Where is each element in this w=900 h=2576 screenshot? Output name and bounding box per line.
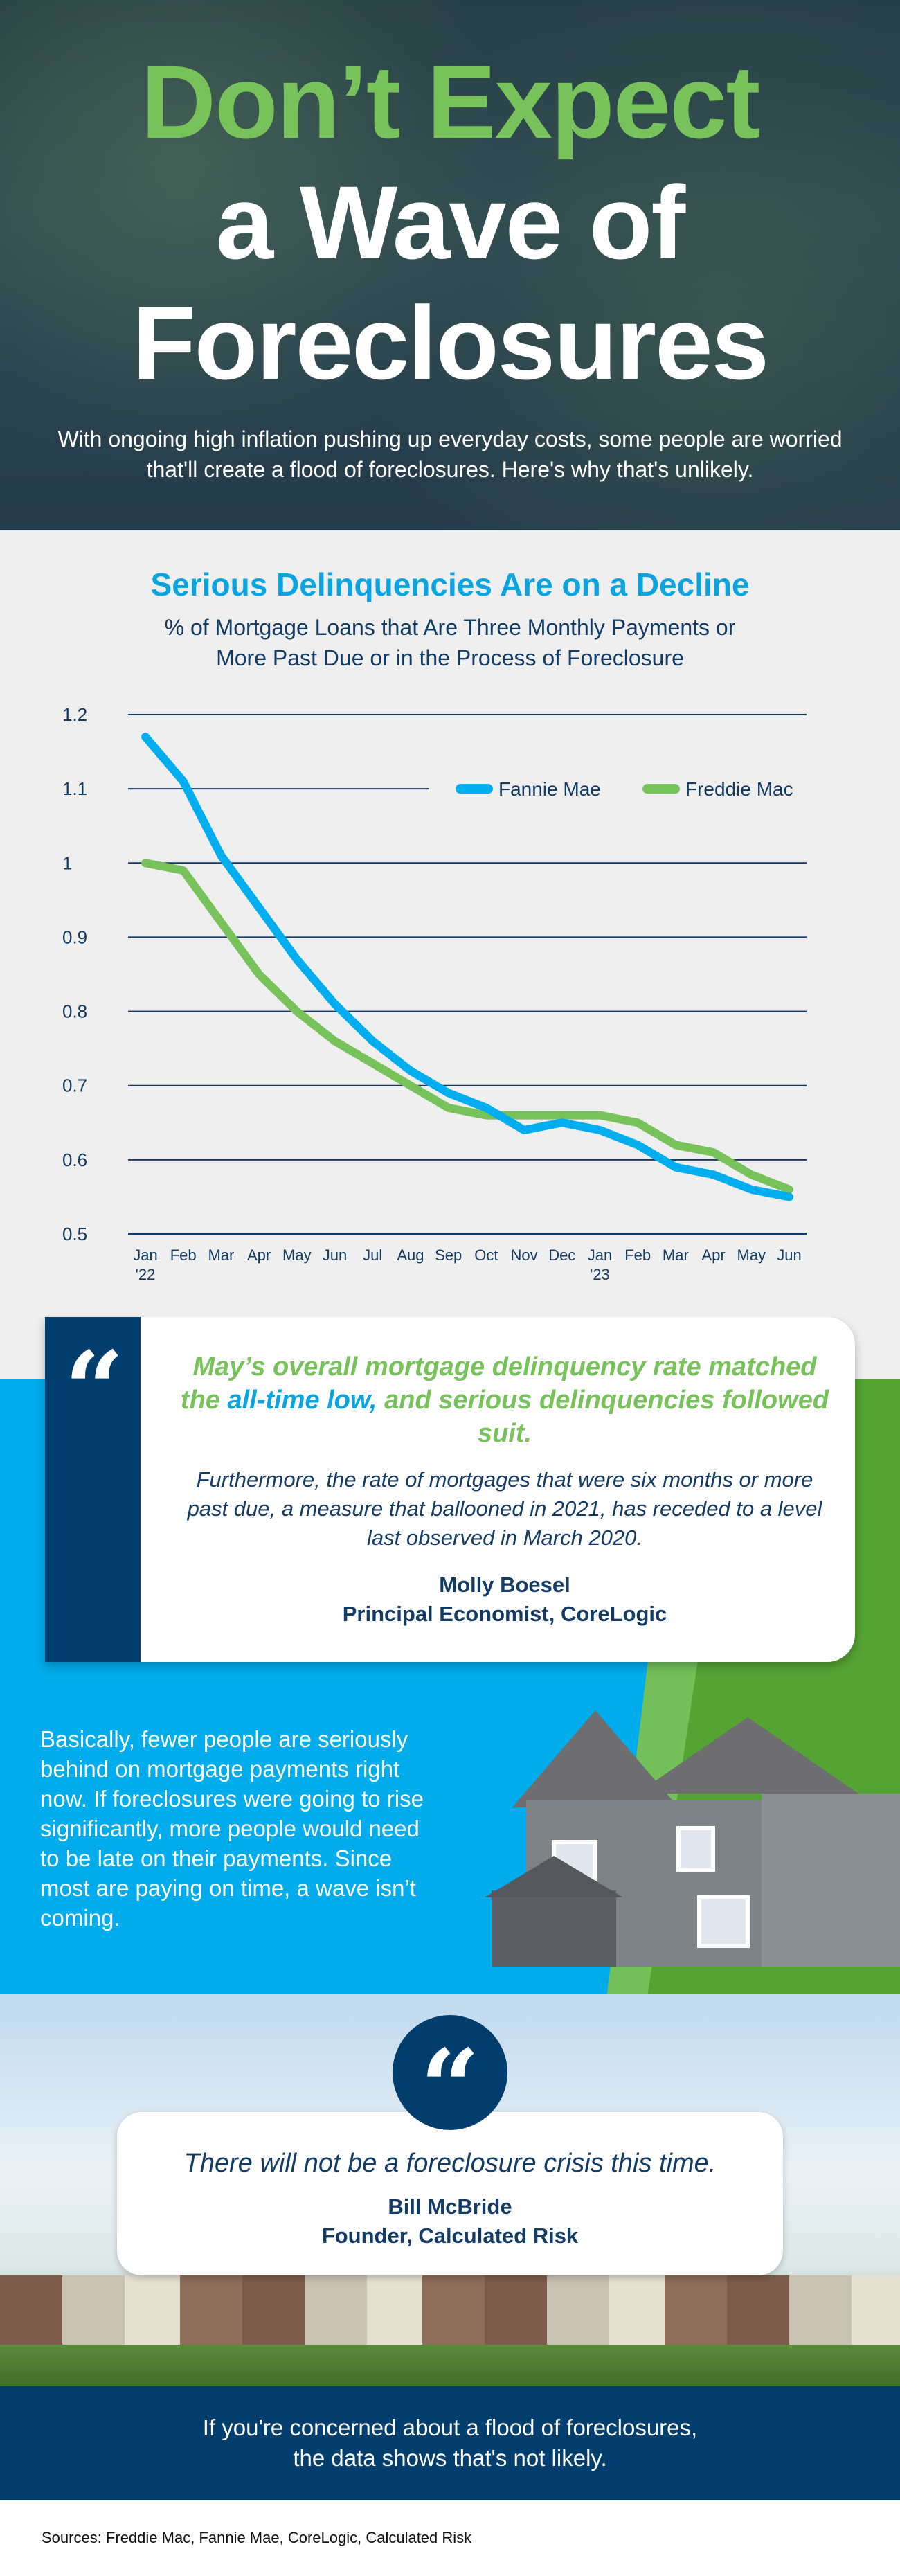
y-tick-label: 0.8	[62, 1001, 87, 1022]
quote-author: Bill McBride	[388, 2194, 512, 2219]
legend-label: Freddie Mac	[685, 778, 793, 800]
x-tick-label: Apr	[247, 1246, 271, 1264]
explanation-text: Basically, fewer people are seriously be…	[40, 1726, 424, 1931]
x-tick-label: Jan	[588, 1246, 612, 1264]
chart-section: Serious Delinquencies Are on a Decline %…	[0, 530, 900, 1317]
x-tick-label: Feb	[170, 1246, 197, 1264]
hero-section: Don’t Expect a Wave of Foreclosures With…	[0, 0, 900, 530]
quote-icon: “	[64, 1329, 125, 1451]
quote-text: There will not be a foreclosure crisis t…	[183, 2149, 717, 2178]
y-tick-label: 0.6	[62, 1150, 87, 1170]
x-tick-label: '22	[136, 1266, 156, 1283]
y-tick-label: 0.7	[62, 1075, 87, 1096]
x-tick-label: Jul	[363, 1246, 382, 1264]
quote-body: Furthermore, the rate of mortgages that …	[187, 1467, 822, 1550]
chart-subtitle: % of Mortgage Loans that Are Three Month…	[164, 615, 736, 670]
quote-author-role: Principal Economist, CoreLogic	[342, 1602, 667, 1626]
x-tick-label: Nov	[510, 1246, 537, 1264]
y-tick-label: 1.1	[62, 778, 87, 799]
series-line-fannie-mae	[141, 733, 793, 1201]
x-tick-label: Feb	[624, 1246, 651, 1264]
line-chart: 0.5 0.6 0.7 0.8 0.9 1 1.1 1.2 Jan '22 Feb Mar Apr May…	[62, 704, 807, 1283]
chart-title: Serious Delinquencies Are on a Decline	[150, 566, 750, 602]
x-tick-label: Aug	[397, 1246, 424, 1264]
sources: Sources: Freddie Mac, Fannie Mae, CoreLo…	[42, 2529, 472, 2546]
x-tick-label: May	[737, 1246, 766, 1264]
quote-icon: “	[393, 2015, 507, 2130]
quote-and-explanation-section: “ May’s overall mortgage delinquency rat…	[0, 1317, 900, 1994]
conclusion-banner: If you're concerned about a flood of for…	[0, 2386, 900, 2500]
x-tick-label: '23	[590, 1266, 610, 1283]
x-tick-label: May	[282, 1246, 312, 1264]
houses-image	[0, 2275, 900, 2345]
hero-subtitle: With ongoing high inflation pushing up e…	[57, 427, 843, 482]
legend-label: Fannie Mae	[498, 778, 601, 800]
quote-card-2: There will not be a foreclosure crisis t…	[117, 2112, 783, 2275]
y-tick-label: 0.5	[62, 1224, 87, 1244]
y-tick-label: 0.9	[62, 927, 87, 947]
x-tick-label: Jun	[777, 1246, 801, 1264]
x-tick-label: Dec	[548, 1246, 575, 1264]
quote-card: “ May’s overall mortgage delinquency rat…	[45, 1317, 855, 1662]
x-tick-label: Jun	[323, 1246, 347, 1264]
x-tick-label: Mar	[208, 1246, 234, 1264]
series-line-freddie-mac	[141, 859, 793, 1194]
y-tick-label: 1.2	[62, 704, 87, 725]
x-tick-label: Jan	[133, 1246, 157, 1264]
quote-author: Molly Boesel	[439, 1573, 570, 1597]
page-title: Don’t Expect a Wave of Foreclosures	[132, 44, 769, 401]
x-tick-label: Sep	[435, 1246, 462, 1264]
house-image	[485, 1710, 900, 1967]
quote-author-role: Founder, Calculated Risk	[321, 2224, 579, 2248]
y-tick-label: 1	[62, 852, 72, 873]
sky-section: “ There will not be a foreclosure crisis…	[0, 1994, 900, 2386]
x-tick-label: Mar	[663, 1246, 689, 1264]
x-tick-label: Apr	[701, 1246, 725, 1264]
x-tick-label: Oct	[474, 1246, 498, 1264]
quote-headline: May’s overall mortgage delinquency rate …	[180, 1352, 829, 1448]
